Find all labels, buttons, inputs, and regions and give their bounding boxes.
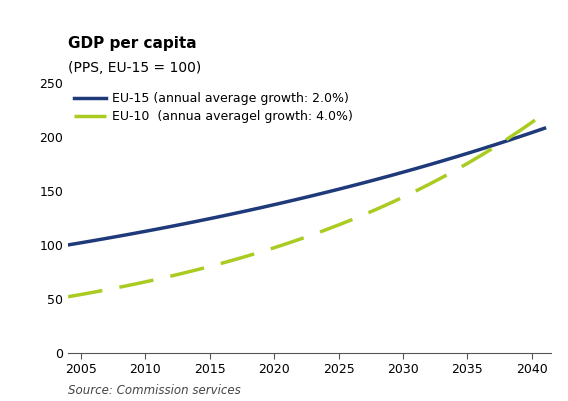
Text: Source: Commission services: Source: Commission services	[68, 384, 241, 397]
EU-10  (annua averagel growth: 4.0%): (2.02e+03, 110): 4.0%): (2.02e+03, 110)	[310, 232, 316, 237]
EU-15 (annual average growth: 2.0%): (2.01e+03, 106): 2.0%): (2.01e+03, 106)	[103, 236, 110, 241]
EU-15 (annual average growth: 2.0%): (2.02e+03, 152): 2.0%): (2.02e+03, 152)	[335, 187, 342, 192]
EU-10  (annua averagel growth: 4.0%): (2.02e+03, 83.3): 4.0%): (2.02e+03, 83.3)	[219, 261, 226, 265]
EU-15 (annual average growth: 2.0%): (2.01e+03, 110): 2.0%): (2.01e+03, 110)	[129, 231, 136, 236]
EU-10  (annua averagel growth: 4.0%): (2.02e+03, 80.1): 4.0%): (2.02e+03, 80.1)	[206, 264, 213, 269]
EU-10  (annua averagel growth: 4.0%): (2.04e+03, 222): 4.0%): (2.04e+03, 222)	[541, 111, 548, 115]
EU-15 (annual average growth: 2.0%): (2.04e+03, 200): 2.0%): (2.04e+03, 200)	[515, 135, 522, 140]
EU-10  (annua averagel growth: 4.0%): (2.01e+03, 71.2): 4.0%): (2.01e+03, 71.2)	[168, 273, 174, 278]
EU-15 (annual average growth: 2.0%): (2.02e+03, 146): 2.0%): (2.02e+03, 146)	[310, 193, 316, 198]
EU-10  (annua averagel growth: 4.0%): (2.02e+03, 90): 4.0%): (2.02e+03, 90)	[245, 253, 252, 258]
EU-15 (annual average growth: 2.0%): (2e+03, 100): 2.0%): (2e+03, 100)	[65, 243, 72, 247]
EU-15 (annual average growth: 2.0%): (2.01e+03, 104): 2.0%): (2.01e+03, 104)	[90, 238, 97, 243]
EU-10  (annua averagel growth: 4.0%): (2e+03, 54.1): 4.0%): (2e+03, 54.1)	[78, 292, 85, 297]
EU-15 (annual average growth: 2.0%): (2.02e+03, 124): 2.0%): (2.02e+03, 124)	[206, 216, 213, 221]
EU-10  (annua averagel growth: 4.0%): (2.03e+03, 133): 4.0%): (2.03e+03, 133)	[374, 207, 381, 211]
EU-10  (annua averagel growth: 4.0%): (2.03e+03, 150): 4.0%): (2.03e+03, 150)	[412, 188, 419, 193]
EU-15 (annual average growth: 2.0%): (2.03e+03, 164): 2.0%): (2.03e+03, 164)	[387, 173, 394, 178]
EU-10  (annua averagel growth: 4.0%): (2.04e+03, 175): 4.0%): (2.04e+03, 175)	[464, 161, 471, 166]
Text: (PPS, EU-15 = 100): (PPS, EU-15 = 100)	[68, 61, 202, 75]
EU-10  (annua averagel growth: 4.0%): (2.03e+03, 169): 4.0%): (2.03e+03, 169)	[451, 168, 458, 173]
EU-15 (annual average growth: 2.0%): (2.04e+03, 188): 2.0%): (2.04e+03, 188)	[477, 147, 483, 152]
EU-15 (annual average growth: 2.0%): (2.02e+03, 137): 2.0%): (2.02e+03, 137)	[271, 202, 278, 207]
EU-10  (annua averagel growth: 4.0%): (2.01e+03, 77): 4.0%): (2.01e+03, 77)	[194, 267, 201, 272]
EU-10  (annua averagel growth: 4.0%): (2.02e+03, 118): 4.0%): (2.02e+03, 118)	[335, 223, 342, 227]
EU-15 (annual average growth: 2.0%): (2.03e+03, 181): 2.0%): (2.03e+03, 181)	[451, 155, 458, 160]
EU-10  (annua averagel growth: 4.0%): (2.04e+03, 190): 4.0%): (2.04e+03, 190)	[490, 146, 496, 150]
EU-10  (annua averagel growth: 4.0%): (2.04e+03, 213): 4.0%): (2.04e+03, 213)	[528, 120, 535, 125]
EU-10  (annua averagel growth: 4.0%): (2.01e+03, 56.2): 4.0%): (2.01e+03, 56.2)	[90, 290, 97, 295]
Line: EU-15 (annual average growth: 2.0%): EU-15 (annual average growth: 2.0%)	[68, 128, 545, 245]
EU-15 (annual average growth: 2.0%): (2.03e+03, 174): 2.0%): (2.03e+03, 174)	[425, 162, 432, 167]
EU-15 (annual average growth: 2.0%): (2.02e+03, 129): 2.0%): (2.02e+03, 129)	[232, 211, 239, 216]
EU-15 (annual average growth: 2.0%): (2.04e+03, 196): 2.0%): (2.04e+03, 196)	[503, 139, 509, 144]
Line: EU-10  (annua averagel growth: 4.0%): EU-10 (annua averagel growth: 4.0%)	[68, 113, 545, 297]
EU-15 (annual average growth: 2.0%): (2e+03, 102): 2.0%): (2e+03, 102)	[78, 240, 85, 245]
EU-15 (annual average growth: 2.0%): (2.02e+03, 127): 2.0%): (2.02e+03, 127)	[219, 214, 226, 219]
EU-15 (annual average growth: 2.0%): (2.03e+03, 178): 2.0%): (2.03e+03, 178)	[438, 159, 445, 164]
EU-15 (annual average growth: 2.0%): (2.04e+03, 208): 2.0%): (2.04e+03, 208)	[541, 126, 548, 131]
EU-10  (annua averagel growth: 4.0%): (2.02e+03, 93.6): 4.0%): (2.02e+03, 93.6)	[258, 249, 265, 254]
EU-15 (annual average growth: 2.0%): (2.03e+03, 161): 2.0%): (2.03e+03, 161)	[374, 177, 381, 182]
EU-15 (annual average growth: 2.0%): (2.04e+03, 185): 2.0%): (2.04e+03, 185)	[464, 151, 471, 156]
EU-15 (annual average growth: 2.0%): (2.02e+03, 135): 2.0%): (2.02e+03, 135)	[258, 205, 265, 210]
EU-15 (annual average growth: 2.0%): (2.03e+03, 155): 2.0%): (2.03e+03, 155)	[348, 184, 355, 188]
EU-15 (annual average growth: 2.0%): (2.04e+03, 204): 2.0%): (2.04e+03, 204)	[528, 130, 535, 135]
Legend: EU-15 (annual average growth: 2.0%), EU-10  (annua averagel growth: 4.0%): EU-15 (annual average growth: 2.0%), EU-…	[74, 93, 353, 124]
EU-10  (annua averagel growth: 4.0%): (2.03e+03, 144): 4.0%): (2.03e+03, 144)	[399, 195, 406, 200]
EU-10  (annua averagel growth: 4.0%): (2.02e+03, 114): 4.0%): (2.02e+03, 114)	[322, 227, 329, 232]
EU-10  (annua averagel growth: 4.0%): (2.02e+03, 97.4): 4.0%): (2.02e+03, 97.4)	[271, 245, 278, 250]
EU-10  (annua averagel growth: 4.0%): (2.03e+03, 123): 4.0%): (2.03e+03, 123)	[348, 217, 355, 222]
EU-15 (annual average growth: 2.0%): (2.01e+03, 113): 2.0%): (2.01e+03, 113)	[142, 229, 149, 234]
EU-10  (annua averagel growth: 4.0%): (2.02e+03, 105): 4.0%): (2.02e+03, 105)	[296, 237, 303, 241]
EU-15 (annual average growth: 2.0%): (2.02e+03, 143): 2.0%): (2.02e+03, 143)	[296, 196, 303, 201]
EU-10  (annua averagel growth: 4.0%): (2.04e+03, 197): 4.0%): (2.04e+03, 197)	[503, 138, 509, 142]
EU-10  (annua averagel growth: 4.0%): (2.01e+03, 65.8): 4.0%): (2.01e+03, 65.8)	[142, 279, 149, 284]
EU-15 (annual average growth: 2.0%): (2.04e+03, 192): 2.0%): (2.04e+03, 192)	[490, 143, 496, 148]
EU-15 (annual average growth: 2.0%): (2.01e+03, 122): 2.0%): (2.01e+03, 122)	[194, 219, 201, 224]
EU-15 (annual average growth: 2.0%): (2.01e+03, 120): 2.0%): (2.01e+03, 120)	[181, 221, 187, 226]
EU-10  (annua averagel growth: 4.0%): (2e+03, 52): 4.0%): (2e+03, 52)	[65, 294, 72, 299]
EU-10  (annua averagel growth: 4.0%): (2.03e+03, 156): 4.0%): (2.03e+03, 156)	[425, 182, 432, 187]
EU-10  (annua averagel growth: 4.0%): (2.01e+03, 74): 4.0%): (2.01e+03, 74)	[181, 271, 187, 275]
EU-15 (annual average growth: 2.0%): (2.01e+03, 108): 2.0%): (2.01e+03, 108)	[116, 234, 123, 239]
EU-10  (annua averagel growth: 4.0%): (2.01e+03, 60.8): 4.0%): (2.01e+03, 60.8)	[116, 285, 123, 290]
Text: GDP per capita: GDP per capita	[68, 36, 197, 51]
EU-15 (annual average growth: 2.0%): (2.01e+03, 117): 2.0%): (2.01e+03, 117)	[168, 224, 174, 229]
EU-10  (annua averagel growth: 4.0%): (2.01e+03, 68.4): 4.0%): (2.01e+03, 68.4)	[155, 277, 162, 282]
EU-10  (annua averagel growth: 4.0%): (2.02e+03, 101): 4.0%): (2.02e+03, 101)	[283, 241, 290, 246]
EU-15 (annual average growth: 2.0%): (2.02e+03, 132): 2.0%): (2.02e+03, 132)	[245, 208, 252, 213]
EU-10  (annua averagel growth: 4.0%): (2.02e+03, 86.6): 4.0%): (2.02e+03, 86.6)	[232, 257, 239, 262]
EU-15 (annual average growth: 2.0%): (2.02e+03, 140): 2.0%): (2.02e+03, 140)	[283, 199, 290, 204]
EU-10  (annua averagel growth: 4.0%): (2.01e+03, 63.3): 4.0%): (2.01e+03, 63.3)	[129, 282, 136, 287]
EU-10  (annua averagel growth: 4.0%): (2.04e+03, 182): 4.0%): (2.04e+03, 182)	[477, 154, 483, 158]
EU-15 (annual average growth: 2.0%): (2.03e+03, 171): 2.0%): (2.03e+03, 171)	[412, 166, 419, 171]
EU-10  (annua averagel growth: 4.0%): (2.03e+03, 128): 4.0%): (2.03e+03, 128)	[361, 212, 367, 217]
EU-15 (annual average growth: 2.0%): (2.03e+03, 158): 2.0%): (2.03e+03, 158)	[361, 180, 367, 185]
EU-15 (annual average growth: 2.0%): (2.01e+03, 115): 2.0%): (2.01e+03, 115)	[155, 227, 162, 231]
EU-10  (annua averagel growth: 4.0%): (2.03e+03, 139): 4.0%): (2.03e+03, 139)	[387, 201, 394, 206]
EU-10  (annua averagel growth: 4.0%): (2.03e+03, 162): 4.0%): (2.03e+03, 162)	[438, 175, 445, 180]
EU-15 (annual average growth: 2.0%): (2.02e+03, 149): 2.0%): (2.02e+03, 149)	[322, 190, 329, 195]
EU-15 (annual average growth: 2.0%): (2.03e+03, 167): 2.0%): (2.03e+03, 167)	[399, 170, 406, 174]
EU-10  (annua averagel growth: 4.0%): (2.01e+03, 58.5): 4.0%): (2.01e+03, 58.5)	[103, 288, 110, 292]
EU-10  (annua averagel growth: 4.0%): (2.04e+03, 205): 4.0%): (2.04e+03, 205)	[515, 129, 522, 134]
